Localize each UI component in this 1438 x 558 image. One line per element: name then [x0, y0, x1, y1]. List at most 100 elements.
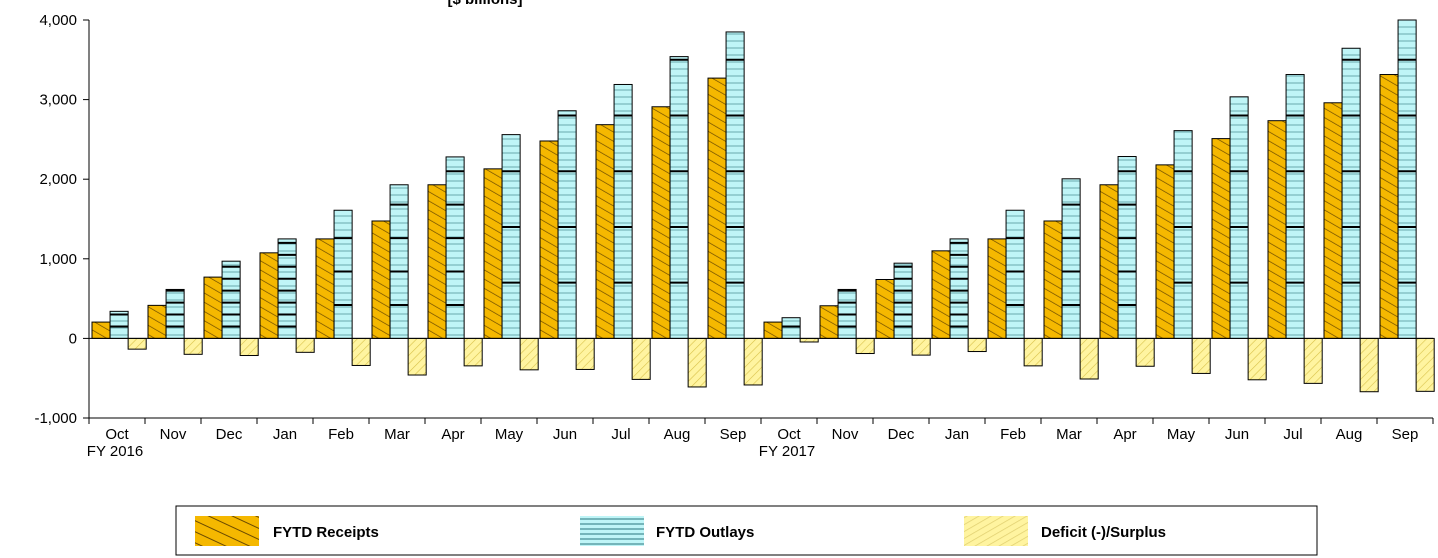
bar-deficit — [743, 337, 763, 386]
bar-receipts — [1211, 138, 1231, 339]
legend-label-deficit: Deficit (-)/Surplus — [1041, 524, 1166, 541]
bar-deficit — [1191, 337, 1211, 374]
y-tick-label: 0 — [69, 330, 77, 347]
chart-title: [$ billions] — [448, 0, 523, 8]
bar-deficit — [967, 337, 987, 353]
bar-receipts — [819, 305, 839, 339]
x-tick-label: Jul — [1283, 426, 1302, 443]
x-year-label: FY 2017 — [759, 443, 815, 460]
bar-deficit — [127, 337, 147, 350]
bar-receipts — [203, 276, 223, 339]
legend-label-outlays: FYTD Outlays — [656, 524, 754, 541]
bar-deficit — [911, 337, 931, 356]
bar-receipts — [259, 252, 279, 339]
bar-receipts — [315, 238, 335, 339]
x-year-label: FY 2016 — [87, 443, 143, 460]
bar-receipts — [651, 106, 671, 339]
bar-deficit — [1247, 337, 1267, 381]
x-tick-label: Apr — [1113, 426, 1136, 443]
x-tick-label: Jun — [553, 426, 577, 443]
x-tick-label: Oct — [105, 426, 129, 443]
bar-deficit — [575, 337, 595, 370]
bar-deficit — [799, 337, 819, 343]
bar-deficit — [687, 337, 707, 388]
x-tick-label: May — [495, 426, 524, 443]
x-tick-label: Sep — [1392, 426, 1419, 443]
y-tick-label: 4,000 — [39, 12, 77, 29]
bar-receipts — [707, 77, 727, 339]
x-tick-label: Dec — [888, 426, 915, 443]
bar-outlays — [669, 56, 689, 339]
bar-receipts — [483, 168, 503, 339]
x-tick-label: Nov — [832, 426, 859, 443]
bar-deficit — [1303, 337, 1323, 384]
bar-outlays — [725, 31, 745, 339]
x-tick-label: Jan — [945, 426, 969, 443]
bar-receipts — [1267, 120, 1287, 339]
x-tick-label: Feb — [1000, 426, 1026, 443]
bar-receipts — [539, 140, 559, 339]
bar-deficit — [1359, 337, 1379, 393]
bar-receipts — [371, 220, 391, 339]
bar-outlays — [333, 209, 353, 339]
x-tick-label: Dec — [216, 426, 243, 443]
x-tick-label: Apr — [441, 426, 464, 443]
bar-outlays — [1061, 178, 1081, 339]
y-tick-label: -1,000 — [34, 410, 77, 427]
bar-outlays — [1341, 47, 1361, 339]
bar-receipts — [1043, 220, 1063, 339]
bar-receipts — [763, 321, 783, 339]
legend-label-receipts: FYTD Receipts — [273, 524, 379, 541]
bar-outlays — [1229, 96, 1249, 339]
x-tick-label: Nov — [160, 426, 187, 443]
bar-receipts — [91, 321, 111, 339]
legend-box — [175, 505, 1318, 556]
bar-deficit — [631, 337, 651, 380]
bar-deficit — [1079, 337, 1099, 380]
bar-outlays — [1397, 19, 1417, 339]
bar-outlays — [1173, 130, 1193, 339]
bar-deficit — [295, 337, 315, 353]
bar-receipts — [147, 304, 167, 339]
x-tick-label: Aug — [664, 426, 691, 443]
y-tick-label: 1,000 — [39, 251, 77, 268]
x-tick-label: Jun — [1225, 426, 1249, 443]
legend-swatch-receipts — [195, 516, 259, 546]
bar-receipts — [987, 238, 1007, 339]
bar-outlays — [1005, 209, 1025, 339]
bar-outlays — [445, 156, 465, 339]
y-tick-label: 2,000 — [39, 171, 77, 188]
bar-outlays — [501, 134, 521, 339]
bar-deficit — [351, 337, 371, 366]
bar-deficit — [463, 337, 483, 367]
bar-receipts — [1155, 164, 1175, 339]
bar-outlays — [613, 83, 633, 339]
bar-deficit — [1415, 337, 1435, 392]
legend-swatch-deficit — [964, 516, 1028, 546]
bar-receipts — [595, 124, 615, 339]
bar-deficit — [1135, 337, 1155, 367]
x-tick-label: Jul — [611, 426, 630, 443]
bar-outlays — [1285, 74, 1305, 339]
x-tick-label: Feb — [328, 426, 354, 443]
bar-deficit — [1023, 337, 1043, 367]
x-tick-label: Oct — [777, 426, 801, 443]
bar-receipts — [931, 250, 951, 339]
x-tick-label: Mar — [384, 426, 410, 443]
bar-deficit — [239, 337, 259, 357]
x-tick-label: Sep — [720, 426, 747, 443]
bar-deficit — [855, 337, 875, 355]
bar-receipts — [427, 184, 447, 339]
bar-outlays — [557, 110, 577, 339]
bar-outlays — [781, 317, 801, 339]
bar-receipts — [1323, 102, 1343, 339]
bar-outlays — [389, 184, 409, 339]
bar-outlays — [1117, 156, 1137, 339]
bar-receipts — [1379, 74, 1399, 339]
x-tick-label: Mar — [1056, 426, 1082, 443]
bar-deficit — [519, 337, 539, 371]
y-tick-label: 3,000 — [39, 92, 77, 109]
bar-receipts — [875, 278, 895, 339]
bar-receipts — [1099, 184, 1119, 339]
